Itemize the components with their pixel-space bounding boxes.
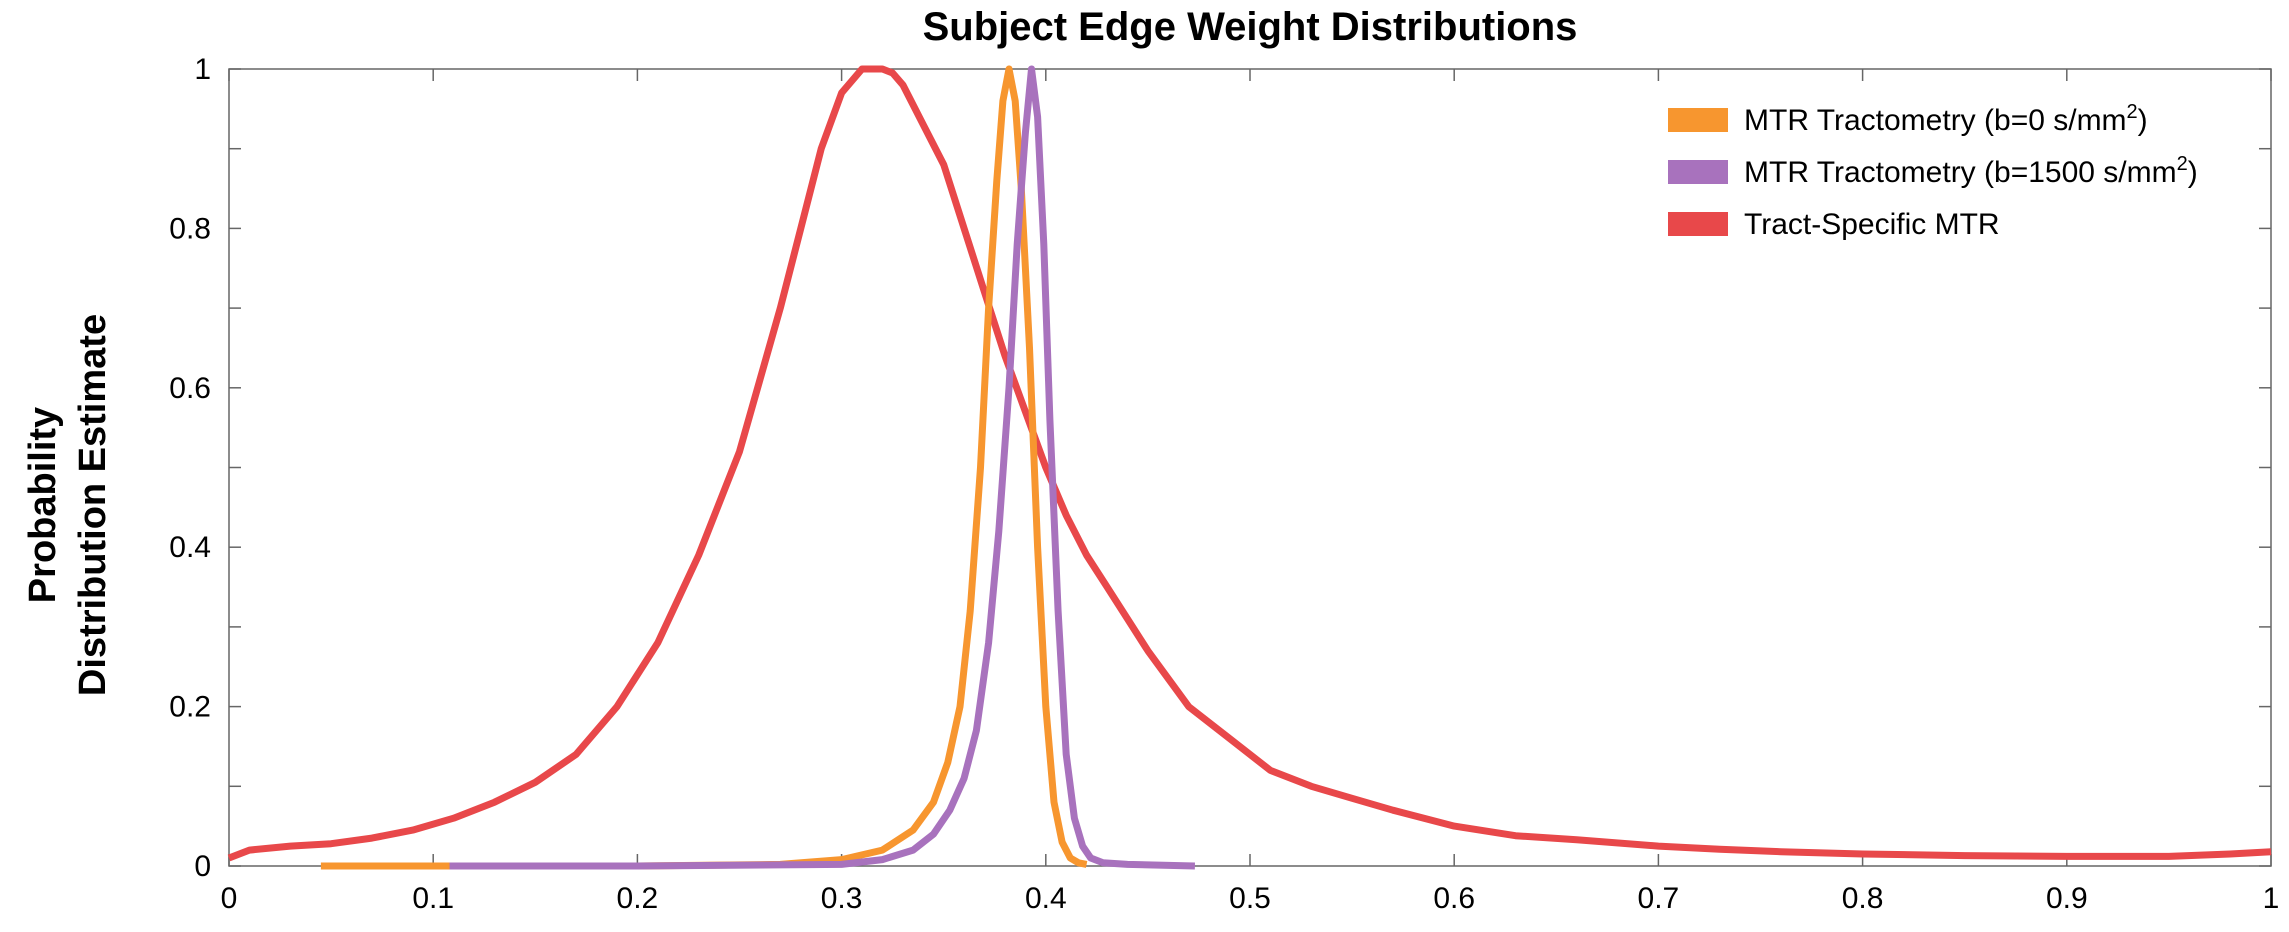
x-tick-label: 0.1 bbox=[412, 882, 454, 915]
legend-label: MTR Tractometry (b=1500 s/mm2) bbox=[1744, 153, 2198, 189]
y-tick-label: 0.6 bbox=[169, 372, 211, 405]
legend-label-part: MTR Tractometry (b=0 s/mm bbox=[1744, 104, 2127, 137]
legend-swatch bbox=[1668, 160, 1728, 184]
y-axis-label: Probability Distribution Estimate bbox=[22, 314, 114, 696]
series-group bbox=[227, 65, 2272, 870]
x-tick-label: 0.9 bbox=[2046, 882, 2088, 915]
legend-superscript: 2 bbox=[2177, 153, 2188, 175]
legend-label-part: MTR Tractometry (b=1500 s/mm bbox=[1744, 156, 2177, 189]
x-tick-label: 0.3 bbox=[821, 882, 863, 915]
legend-swatch bbox=[1668, 212, 1728, 236]
x-tick-label: 0.5 bbox=[1229, 882, 1271, 915]
x-tick-label: 0.8 bbox=[1842, 882, 1884, 915]
legend-label-part: ) bbox=[2138, 104, 2148, 137]
legend-entry-tract-specific: Tract-Specific MTR bbox=[1668, 208, 2000, 241]
legend-label-part: ) bbox=[2188, 156, 2198, 189]
legend-superscript: 2 bbox=[2127, 101, 2138, 123]
series-line-b0 bbox=[320, 65, 1088, 870]
legend-label: Tract-Specific MTR bbox=[1744, 208, 2000, 241]
x-tick-label: 0.2 bbox=[617, 882, 659, 915]
y-tick-label: 0.4 bbox=[169, 531, 211, 564]
x-tick-label: 0.7 bbox=[1638, 882, 1680, 915]
series-line-b1500 bbox=[449, 65, 1195, 870]
legend-swatch bbox=[1668, 108, 1728, 132]
legend-label: MTR Tractometry (b=0 s/mm2) bbox=[1744, 101, 2148, 137]
y-axis-label-line-1: Probability bbox=[22, 407, 64, 603]
chart-title: Subject Edge Weight Distributions bbox=[923, 5, 1578, 49]
x-axis: 0 0.1 0.2 0.3 0.4 0.5 0.6 0.7 0.8 0.9 1 bbox=[221, 69, 2280, 915]
y-axis-label-line-2: Distribution Estimate bbox=[72, 314, 114, 696]
y-tick-label: 0.8 bbox=[169, 212, 211, 245]
legend-label-part: Tract-Specific MTR bbox=[1744, 208, 2000, 241]
x-tick-label: 0 bbox=[221, 882, 238, 915]
series-line-tract-specific bbox=[227, 65, 2272, 862]
x-tick-label: 0.6 bbox=[1433, 882, 1475, 915]
legend: MTR Tractometry (b=0 s/mm2)MTR Tractomet… bbox=[1668, 101, 2198, 241]
legend-entry-b1500: MTR Tractometry (b=1500 s/mm2) bbox=[1668, 153, 2198, 189]
y-tick-label: 0 bbox=[194, 850, 211, 883]
legend-entry-b0: MTR Tractometry (b=0 s/mm2) bbox=[1668, 101, 2148, 137]
x-tick-label: 0.4 bbox=[1025, 882, 1067, 915]
x-tick-label: 1 bbox=[2263, 882, 2280, 915]
y-tick-label: 0.2 bbox=[169, 691, 211, 724]
y-axis: 0 0.2 0.4 0.6 0.8 1 bbox=[169, 53, 2271, 883]
y-tick-label: 1 bbox=[194, 53, 211, 86]
